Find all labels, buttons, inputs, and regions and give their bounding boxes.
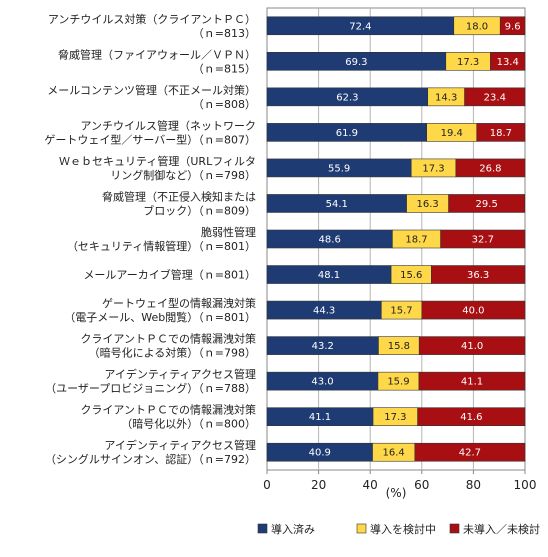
category-label: （ｎ=815） [193, 62, 256, 75]
bar-value-label: 54.1 [326, 199, 348, 210]
legend: 導入済み 導入を検討中 未導入／未検討 [257, 522, 540, 536]
bar-value-label: 17.3 [422, 163, 444, 174]
bar-value-label: 69.3 [345, 57, 367, 68]
category-label: アンチウイルス対策（クライアントＰＣ） [48, 12, 256, 26]
bar-value-label: 15.7 [390, 306, 412, 317]
bar-value-label: 32.7 [472, 235, 494, 246]
bar-value-label: 41.0 [461, 341, 483, 352]
x-tick-label: 60 [414, 478, 429, 492]
bar-value-label: 17.3 [384, 412, 406, 423]
bar-segment [490, 52, 526, 71]
legend-label: 未導入／未検討 [463, 522, 540, 536]
bar-segment [414, 442, 526, 462]
category-label: 脅威管理（ファイアウォール／ＶＰＮ） [58, 47, 256, 61]
bar-segment [440, 229, 526, 249]
bar-value-label: 18.7 [490, 128, 512, 139]
bar-value-label: 48.1 [318, 270, 340, 281]
bar-value-label: 61.9 [336, 128, 358, 139]
bar-value-label: 14.3 [435, 92, 457, 103]
category-labels: アンチウイルス対策（クライアントＰＣ）（ｎ=813） 脅威管理（ファイアウォール／… [44, 12, 256, 466]
bar-value-label: 26.8 [479, 163, 501, 174]
bar-value-label: 36.3 [467, 270, 489, 281]
category-label: ゲートウェイ型の情報漏洩対策 [102, 296, 256, 310]
legend-swatch [356, 523, 367, 534]
bar-segment [431, 265, 526, 284]
legend-label: 導入済み [271, 522, 315, 536]
bar-value-label: 40.0 [462, 306, 484, 317]
category-label: Ｗｅｂセキュリティ管理（URLフィルタ [59, 154, 256, 168]
bar-segment [418, 371, 526, 391]
bar-segment [448, 194, 526, 213]
bar-value-label: 23.4 [484, 92, 506, 103]
x-tick-label: 80 [466, 478, 481, 492]
x-tick-label: 0 [263, 478, 271, 492]
bar-segment [455, 158, 526, 178]
bar-value-label: 18.0 [466, 21, 488, 32]
bar-value-label: 48.6 [319, 235, 341, 246]
category-label: クライアントＰＣでの情報漏洩対策 [80, 403, 256, 417]
category-label: ゲートウェイ型／サーバー型）（ｎ=807） [44, 132, 256, 146]
bar-value-label: 72.4 [349, 21, 371, 32]
category-label: メールコンテンツ管理（不正メール対策） [47, 83, 256, 97]
bar-value-label: 42.7 [459, 448, 481, 459]
category-label: 脅威管理（不正侵入検知または [102, 189, 256, 203]
category-label: （暗号化以外）（ｎ=800） [121, 417, 256, 431]
category-label: アイデンティティアクセス管理 [104, 367, 256, 381]
bar-value-label: 16.3 [416, 199, 438, 210]
bar-segment [417, 407, 526, 426]
category-label: （ｎ=808） [193, 98, 256, 111]
category-label: （電子メール、Web閲覧）（ｎ=801） [64, 310, 256, 324]
category-label: （ユーザープロビジョニング）（ｎ=788） [45, 381, 256, 395]
bar-value-label: 55.9 [328, 163, 350, 174]
category-label: ブロック）（ｎ=809） [143, 203, 256, 217]
bar-segment [476, 123, 526, 142]
bar-segment [464, 87, 526, 107]
bar-value-label: 9.6 [505, 21, 521, 32]
bar-value-label: 15.6 [400, 270, 422, 281]
x-axis-title: (%) [386, 486, 407, 500]
bar-value-label: 19.4 [441, 128, 463, 139]
x-tick-label: 20 [311, 478, 326, 492]
bar-value-label: 29.5 [476, 199, 498, 210]
legend-label: 導入を検討中 [370, 522, 436, 536]
x-tick-label: 100 [514, 478, 537, 492]
bar-value-label: 18.7 [405, 235, 427, 246]
bars: 72.4 18.0 9.6 69.3 17.3 13.4 62.3 14.3 23.4 61.9 1… [266, 16, 526, 462]
bar-value-label: 43.0 [311, 377, 333, 388]
category-label: メールアーカイブ管理（ｎ=801） [83, 268, 256, 282]
category-label: 脆弱性管理 [201, 225, 256, 239]
category-label: リング制御など）（ｎ=798） [110, 168, 256, 182]
bar-segment [421, 300, 526, 320]
bar-value-label: 16.4 [383, 448, 405, 459]
bar-value-label: 43.2 [312, 341, 334, 352]
category-label: アイデンティティアクセス管理 [104, 438, 256, 452]
category-label: アンチウイルス管理（ネットワーク [80, 118, 256, 132]
bar-value-label: 41.6 [460, 412, 482, 423]
bar-value-label: 15.8 [388, 341, 410, 352]
category-label: クライアントＰＣでの情報漏洩対策 [80, 332, 256, 346]
x-axis: 0 20 40 60 80 100 [263, 470, 536, 492]
category-label: （セキュリティ情報管理）（ｎ=801） [67, 239, 256, 253]
bar-value-label: 41.1 [461, 377, 483, 388]
bar-value-label: 40.9 [309, 448, 331, 459]
bar-value-label: 17.3 [457, 57, 479, 68]
category-label: （暗号化による対策）（ｎ=798） [89, 346, 256, 360]
legend-swatch [449, 523, 460, 534]
category-label: （ｎ=813） [193, 27, 256, 40]
bar-segment [499, 16, 526, 36]
bar-value-label: 15.9 [387, 377, 409, 388]
bar-value-label: 44.3 [313, 306, 335, 317]
bar-value-label: 62.3 [336, 92, 358, 103]
bar-value-label: 41.1 [309, 412, 331, 423]
bar-segment [418, 336, 526, 355]
category-label: （シングルサインオン、認証）（ｎ=792） [45, 452, 256, 466]
bar-value-label: 13.4 [497, 57, 519, 68]
x-tick-label: 40 [363, 478, 378, 492]
legend-swatch [257, 523, 268, 534]
